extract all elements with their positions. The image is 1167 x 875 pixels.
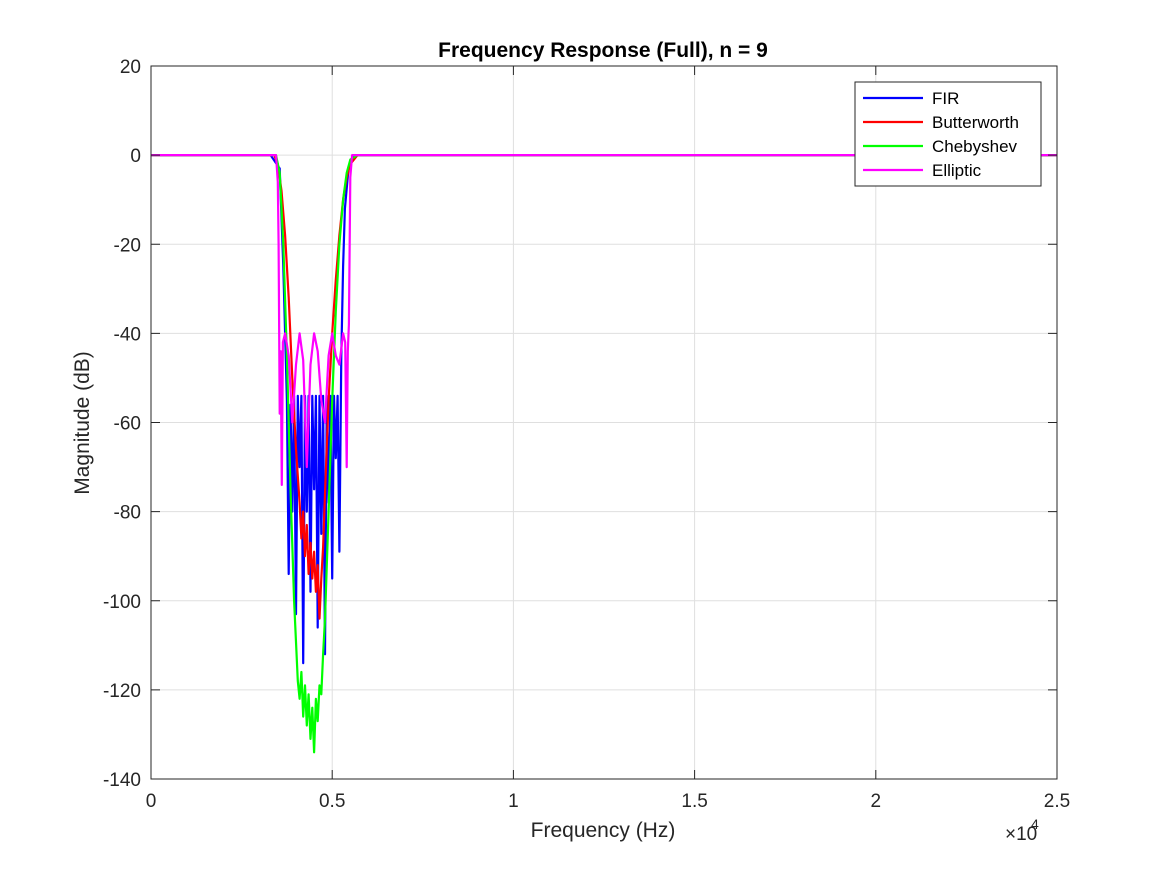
x-tick-label: 0.5: [319, 791, 345, 812]
x-tick-label: 1: [508, 791, 519, 812]
y-tick-label: -40: [114, 324, 141, 345]
y-tick-label: 0: [130, 146, 141, 167]
series-line-chebyshev: [151, 154, 1057, 754]
y-tick-labels: 20 0 -20 -40 -60 -80 -100 -120 -140: [103, 57, 141, 791]
y-tick-label: -120: [103, 681, 141, 702]
x-tick-label: 2.5: [1044, 791, 1070, 812]
x-exponent-base: ×10: [1005, 824, 1037, 845]
y-tick-label: -100: [103, 592, 141, 613]
legend-label: Chebyshev: [932, 137, 1018, 156]
y-tick-label: -20: [114, 235, 141, 256]
x-exponent-label: ×10 4: [1005, 816, 1039, 845]
legend-label: FIR: [932, 89, 959, 108]
plot-lines: [151, 154, 1057, 754]
x-exponent-power: 4: [1031, 816, 1039, 832]
x-tick-label: 2: [871, 791, 882, 812]
y-tick-label: -60: [114, 414, 141, 435]
y-tick-label: -140: [103, 770, 141, 791]
x-tick-label: 0: [146, 791, 157, 812]
legend-label: Butterworth: [932, 113, 1019, 132]
y-tick-label: 20: [120, 57, 141, 78]
x-axis-label: Frequency (Hz): [531, 819, 676, 842]
series-line-fir: [151, 154, 1057, 665]
x-tick-labels: 0 0.5 1 1.5 2 2.5: [146, 791, 1071, 812]
tick-marks: [150, 65, 1058, 780]
legend-label: Elliptic: [932, 161, 982, 180]
y-tick-label: -80: [114, 503, 141, 524]
legend: FIR Butterworth Chebyshev Elliptic: [854, 81, 1042, 187]
y-axis-label: Magnitude (dB): [71, 351, 94, 495]
x-tick-label: 1.5: [681, 791, 707, 812]
series-line-elliptic: [151, 154, 1057, 486]
chart-title: Frequency Response (Full), n = 9: [438, 39, 768, 62]
legend-box: [854, 81, 1042, 187]
